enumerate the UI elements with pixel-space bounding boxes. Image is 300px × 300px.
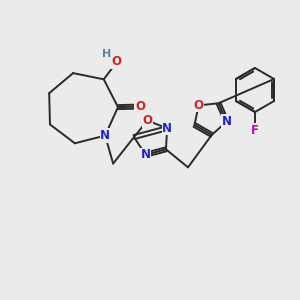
Text: N: N xyxy=(140,148,151,161)
Text: O: O xyxy=(111,55,121,68)
Text: N: N xyxy=(162,122,172,135)
Text: F: F xyxy=(251,124,259,136)
Text: O: O xyxy=(142,114,152,127)
Text: O: O xyxy=(194,99,204,112)
Text: N: N xyxy=(100,129,110,142)
Text: N: N xyxy=(222,115,232,128)
Text: H: H xyxy=(102,49,112,59)
Text: O: O xyxy=(135,100,145,113)
